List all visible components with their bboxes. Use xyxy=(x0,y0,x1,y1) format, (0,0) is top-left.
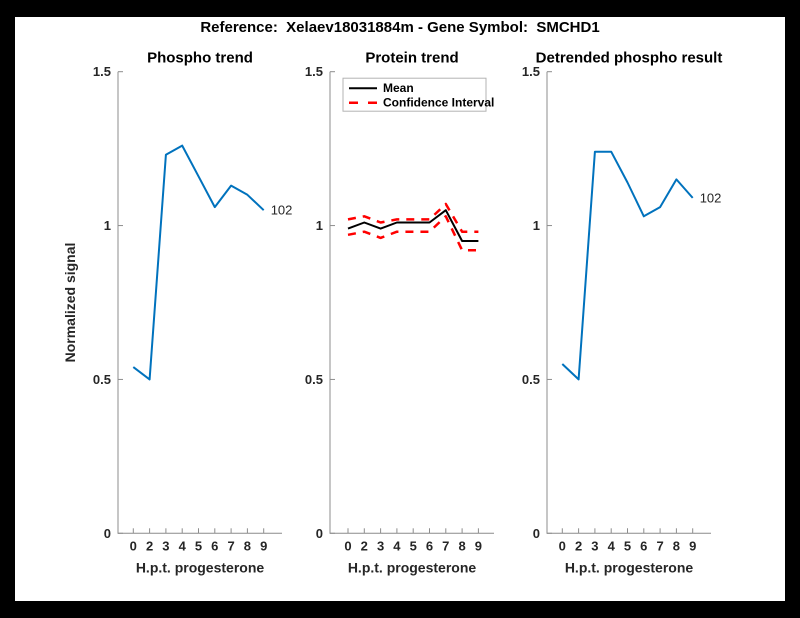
protein-trend-title: Protein trend xyxy=(365,50,458,67)
detrended-phospho-xtick-label: 8 xyxy=(673,538,680,553)
legend-entry-mean: Mean xyxy=(383,81,414,95)
phospho-trend-xtick-label: 3 xyxy=(162,538,169,553)
phospho-trend-ytick-label: 1.5 xyxy=(93,64,111,79)
phospho-trend-ytick-label: 1 xyxy=(104,218,111,233)
protein-trend-xtick-label: 9 xyxy=(475,538,482,553)
legend-box xyxy=(342,77,487,112)
phospho-trend-xtick-label: 6 xyxy=(211,538,218,553)
protein-trend-ytick-label: 0.5 xyxy=(305,372,323,387)
phospho-trend-xlabel: H.p.t. progesterone xyxy=(136,559,265,575)
figure-title: Reference: Xelaev18031884m - Gene Symbol… xyxy=(200,19,600,36)
protein-trend-xtick-label: 5 xyxy=(410,538,417,553)
detrended-phospho-xtick-label: 5 xyxy=(624,538,631,553)
protein-trend-xtick-label: 2 xyxy=(361,538,368,553)
phospho-trend-title: Phospho trend xyxy=(147,50,253,67)
detrended-phospho-title: Detrended phospho result xyxy=(536,50,723,67)
legend-entry-confidence-interval: Confidence Interval xyxy=(383,96,494,110)
detrended-phospho-series-102-line xyxy=(561,150,694,381)
phospho-trend-xtick-label: 5 xyxy=(195,538,202,553)
protein-trend-series-ci-upper-line xyxy=(347,202,479,233)
detrended-phospho-ytick-label: 1.5 xyxy=(522,64,540,79)
protein-trend-ytick-label: 0 xyxy=(316,526,323,541)
detrended-phospho-xtick-label: 6 xyxy=(640,538,647,553)
detrended-phospho-xlabel: H.p.t. progesterone xyxy=(565,559,694,575)
phospho-trend-xtick-label: 2 xyxy=(146,538,153,553)
protein-trend-xtick-label: 7 xyxy=(442,538,449,553)
protein-trend-xlabel: H.p.t. progesterone xyxy=(348,559,477,575)
phospho-trend-series-102-line xyxy=(132,144,265,381)
phospho-trend-end-label: 102 xyxy=(271,203,293,218)
detrended-phospho-xtick-label: 0 xyxy=(559,538,566,553)
protein-trend-axes xyxy=(329,71,494,534)
detrended-phospho-xtick-label: 7 xyxy=(656,538,663,553)
protein-trend-xtick-label: 0 xyxy=(344,538,351,553)
protein-trend-xtick-label: 8 xyxy=(458,538,465,553)
detrended-phospho-ytick-label: 0.5 xyxy=(522,372,540,387)
figure-canvas: Reference: Xelaev18031884m - Gene Symbol… xyxy=(15,17,785,601)
detrended-phospho-xtick-label: 4 xyxy=(608,538,616,553)
protein-trend-series-ci-lower-line xyxy=(347,215,479,252)
detrended-phospho-xtick-label: 2 xyxy=(575,538,582,553)
protein-trend-ytick-label: 1.5 xyxy=(305,64,323,79)
protein-trend-xtick-label: 6 xyxy=(426,538,433,553)
phospho-trend-ytick-label: 0 xyxy=(104,526,111,541)
detrended-phospho-ytick-label: 1 xyxy=(533,218,540,233)
detrended-phospho-xtick-label: 3 xyxy=(591,538,598,553)
detrended-phospho-ytick-label: 0 xyxy=(533,526,540,541)
detrended-phospho-end-label: 102 xyxy=(700,190,722,205)
detrended-phospho-axes xyxy=(546,71,711,534)
phospho-trend-xtick-label: 9 xyxy=(260,538,267,553)
y-axis-label: Normalized signal xyxy=(62,243,78,363)
phospho-trend-ytick-label: 0.5 xyxy=(93,372,111,387)
phospho-trend-xtick-label: 8 xyxy=(244,538,251,553)
phospho-trend-xtick-label: 4 xyxy=(179,538,187,553)
protein-trend-series-mean-line xyxy=(347,209,479,242)
detrended-phospho-xtick-label: 9 xyxy=(689,538,696,553)
phospho-trend-axes xyxy=(117,71,282,534)
protein-trend-ytick-label: 1 xyxy=(316,218,323,233)
protein-trend-xtick-label: 4 xyxy=(393,538,401,553)
phospho-trend-xtick-label: 7 xyxy=(227,538,234,553)
phospho-trend-xtick-label: 0 xyxy=(130,538,137,553)
protein-trend-xtick-label: 3 xyxy=(377,538,384,553)
